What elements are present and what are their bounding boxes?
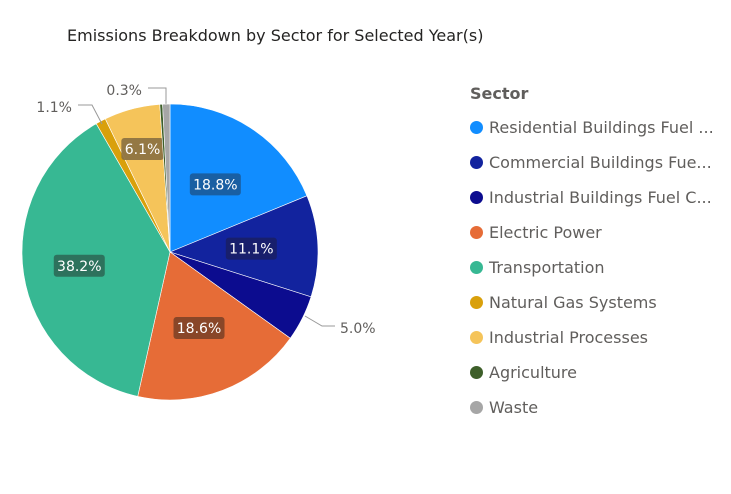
data-label-bg: [189, 173, 241, 196]
legend-item[interactable]: Industrial Buildings Fuel C...: [470, 180, 714, 215]
data-label-bg: [225, 237, 277, 260]
leader-line: [148, 87, 167, 104]
legend-item[interactable]: Commercial Buildings Fue...: [470, 145, 714, 180]
legend: Sector Residential Buildings Fuel ... Com…: [470, 84, 714, 425]
legend-item[interactable]: Transportation: [470, 250, 714, 285]
legend-marker-icon: [470, 296, 483, 309]
legend-label: Industrial Processes: [489, 328, 648, 347]
legend-label: Agriculture: [489, 363, 577, 382]
legend-label: Natural Gas Systems: [489, 293, 657, 312]
legend-label: Waste: [489, 398, 539, 417]
leader-line: [78, 104, 103, 125]
data-label-bg: [173, 317, 225, 340]
legend-marker-icon: [470, 191, 483, 204]
legend-marker-icon: [470, 366, 483, 379]
legend-label: Industrial Buildings Fuel C...: [489, 188, 712, 207]
data-label: 0.3%: [106, 83, 142, 99]
legend-item[interactable]: Waste: [470, 390, 714, 425]
legend-item[interactable]: Natural Gas Systems: [470, 285, 714, 320]
legend-label: Commercial Buildings Fue...: [489, 153, 712, 172]
data-label: 1.1%: [36, 100, 72, 116]
data-label-bg: [121, 138, 164, 161]
chart-title: Emissions Breakdown by Sector for Select…: [67, 26, 484, 45]
legend-marker-icon: [470, 121, 483, 134]
data-label: 5.0%: [340, 321, 376, 337]
legend-label: Electric Power: [489, 223, 602, 242]
legend-marker-icon: [470, 331, 483, 344]
legend-title: Sector: [470, 84, 529, 103]
legend-marker-icon: [470, 261, 483, 274]
data-label-bg: [53, 254, 105, 277]
legend-label: Transportation: [489, 258, 605, 277]
data-label: 11.1%: [229, 242, 273, 258]
legend-marker-icon: [470, 401, 483, 414]
data-label: 18.8%: [193, 177, 237, 193]
legend-item[interactable]: Electric Power: [470, 215, 714, 250]
leader-line: [304, 315, 335, 327]
legend-item[interactable]: Industrial Processes: [470, 320, 714, 355]
data-label: 18.6%: [177, 321, 221, 337]
legend-marker-icon: [470, 156, 483, 169]
data-label: 6.1%: [125, 142, 161, 158]
legend-label: Residential Buildings Fuel ...: [489, 118, 714, 137]
legend-marker-icon: [470, 226, 483, 239]
legend-item[interactable]: Residential Buildings Fuel ...: [470, 110, 714, 145]
pie-slice-waste[interactable]: [162, 103, 171, 253]
data-label: 38.2%: [57, 259, 101, 275]
legend-item[interactable]: Agriculture: [470, 355, 714, 390]
